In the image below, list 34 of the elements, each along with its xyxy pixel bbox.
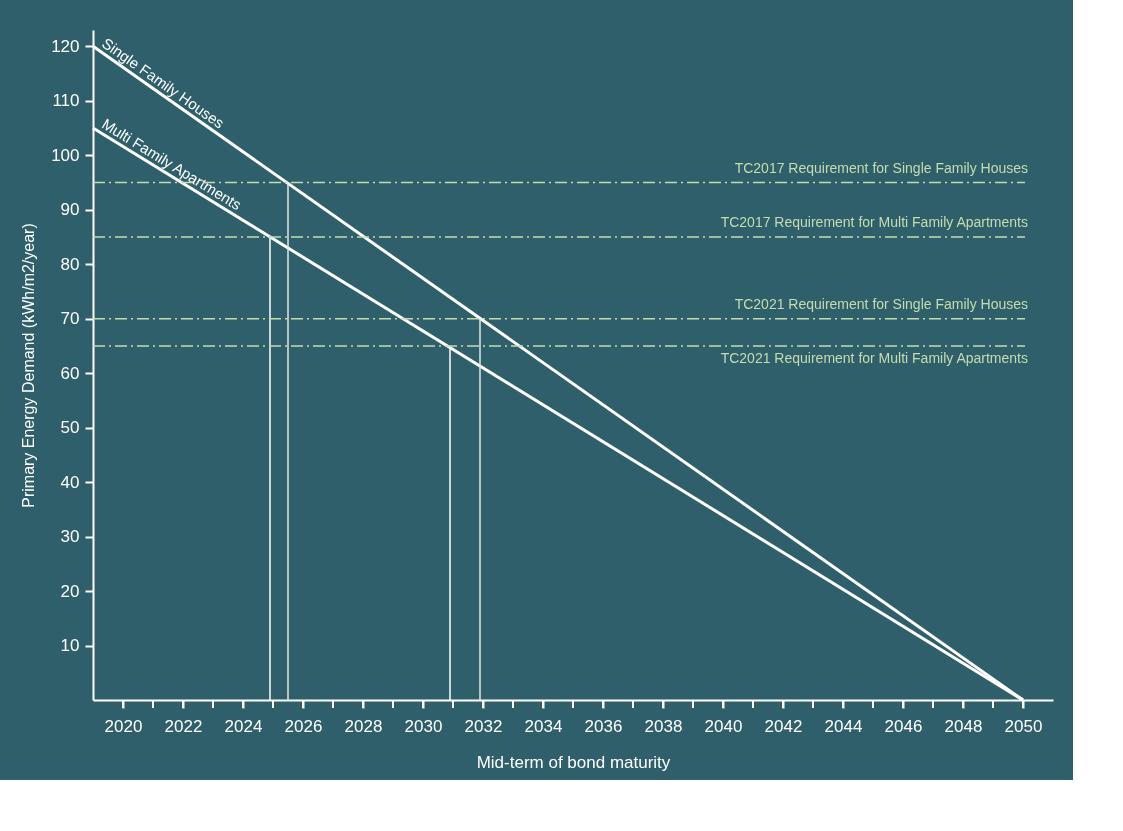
x-tick-label: 2040 [704,716,743,736]
x-tick-label: 2044 [824,716,863,736]
x-tick-label: 2030 [404,716,443,736]
x-tick-label: 2028 [344,716,383,736]
ref-line-label: TC2017 Requirement for Multi Family Apartments [720,213,1028,230]
y-tick-label: 40 [60,472,80,492]
y-tick-label: 100 [51,145,80,165]
x-tick-label: 2050 [1004,716,1043,736]
y-tick-label: 30 [60,527,80,547]
x-axis-title: Mid-term of bond maturity [476,752,671,772]
x-tick-label: 2046 [884,716,923,736]
x-tick-label: 2020 [104,716,143,736]
x-tick-label: 2036 [584,716,623,736]
y-tick-label: 80 [60,254,80,274]
x-tick-label: 2024 [224,716,263,736]
y-tick-label: 20 [60,581,80,601]
x-tick-label: 2022 [164,716,203,736]
y-axis-title: Primary Energy Demand (kWh/m2/year) [20,223,38,508]
x-tick-label: 2034 [524,716,563,736]
x-tick-label: 2038 [644,716,683,736]
x-tick-label: 2042 [764,716,803,736]
ref-line-label: TC2021 Requirement for Single Family Houses [734,295,1028,312]
y-tick-label: 70 [60,309,80,329]
x-tick-label: 2032 [464,716,503,736]
y-tick-label: 10 [60,636,80,656]
ref-line-label: TC2021 Requirement for Multi Family Apartments [720,349,1028,366]
x-tick-label: 2048 [944,716,983,736]
y-tick-label: 90 [60,200,80,220]
y-tick-label: 60 [60,363,80,383]
ref-line-label: TC2017 Requirement for Single Family Houses [734,159,1028,176]
y-tick-label: 50 [60,418,80,438]
y-tick-label: 120 [51,36,80,56]
x-tick-label: 2026 [284,716,323,736]
y-tick-label: 110 [52,91,80,111]
